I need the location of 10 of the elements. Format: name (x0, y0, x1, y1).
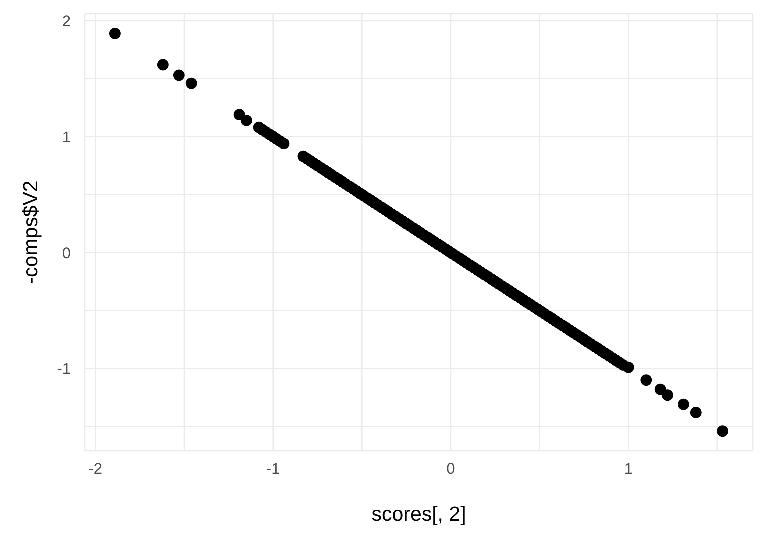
y-tick-label: 1 (62, 129, 71, 146)
y-tick-label: -1 (57, 361, 71, 378)
y-axis-title: -comps$V2 (19, 180, 42, 284)
y-tick-label: 0 (62, 245, 72, 262)
y-tick-label: 2 (62, 13, 71, 30)
x-tick-label: -1 (266, 461, 280, 478)
x-tick-label: 0 (446, 461, 456, 478)
x-tick-label: -2 (88, 461, 103, 478)
x-axis-title: scores[, 2] (372, 503, 466, 526)
x-tick-label: 1 (624, 461, 633, 478)
